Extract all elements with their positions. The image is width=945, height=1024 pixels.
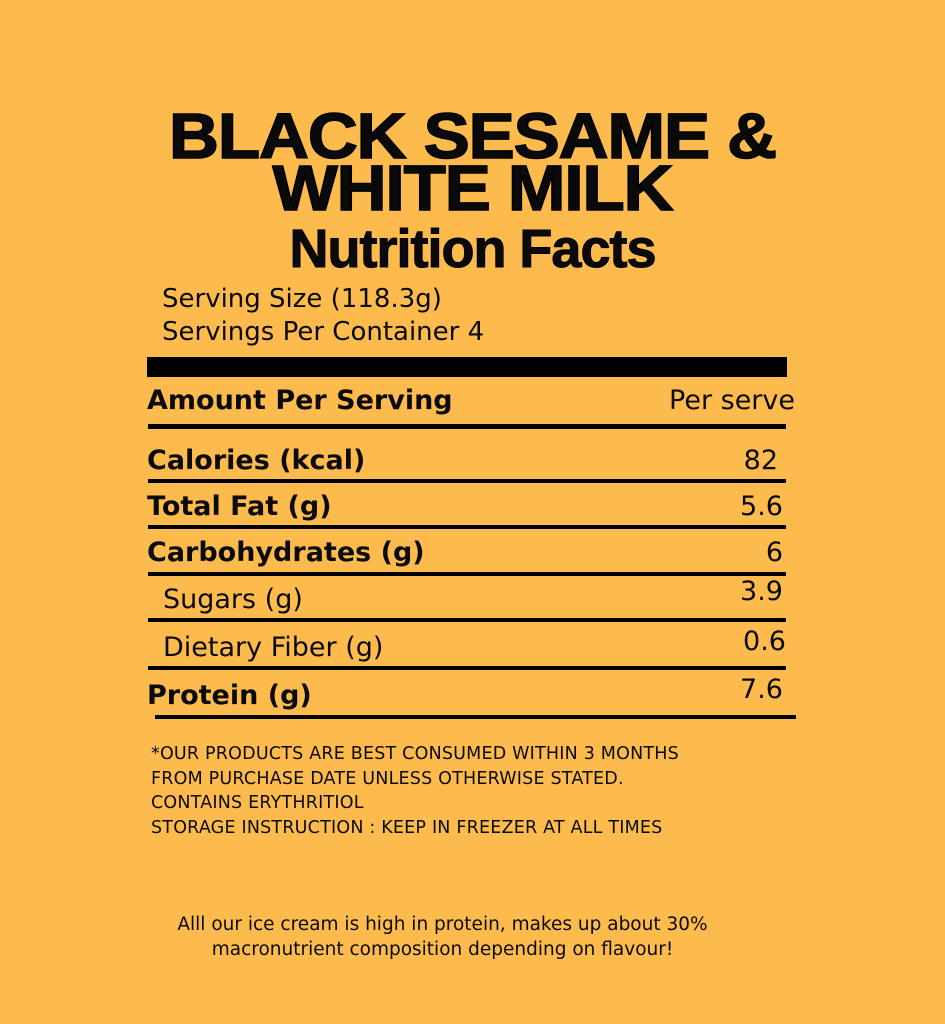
tagline: Alll our ice cream is high in protein, m… — [0, 912, 885, 962]
row-value: 6 — [765, 537, 783, 568]
row-value: 82 — [743, 445, 778, 476]
row-value: 0.6 — [743, 626, 786, 657]
table-row: Sugars (g) 3.9 — [147, 578, 783, 615]
row-label: Dietary Fiber (g) — [163, 632, 384, 663]
note-line: CONTAINS ERYTHRITIOL — [151, 793, 364, 814]
divider — [148, 479, 786, 483]
row-value: 5.6 — [740, 491, 783, 522]
product-name-line1: BLACK SESAME & — [168, 100, 778, 172]
serving-size: Serving Size (118.3g) — [162, 284, 442, 314]
row-label: Carbohydrates (g) — [147, 537, 425, 568]
divider — [148, 572, 786, 576]
note-line: *OUR PRODUCTS ARE BEST CONSUMED WITHIN 3… — [151, 744, 679, 764]
tagline-line: macronutrient composition depending on f… — [211, 939, 674, 960]
row-label: Calories (kcal) — [147, 445, 366, 476]
note-line: STORAGE INSTRUCTION : KEEP IN FREEZER AT… — [151, 818, 663, 839]
row-value: 7.6 — [740, 674, 783, 705]
divider — [148, 525, 786, 529]
table-header: Amount Per Serving Per serve — [147, 387, 795, 414]
servings-per-container: Servings Per Container 4 — [162, 317, 485, 347]
table-row: Dietary Fiber (g) 0.6 — [147, 628, 786, 663]
header-label: Amount Per Serving — [147, 385, 453, 416]
divider — [148, 618, 786, 622]
row-label: Sugars (g) — [163, 584, 303, 615]
divider — [148, 424, 786, 429]
divider — [148, 666, 786, 670]
divider — [155, 715, 796, 719]
table-row: Protein (g) 7.6 — [147, 676, 783, 711]
table-row: Total Fat (g) 5.6 — [147, 493, 783, 520]
product-name-line2: WHITE MILK — [272, 152, 675, 224]
nutrition-facts-heading: Nutrition Facts — [289, 219, 657, 279]
header-value: Per serve — [669, 385, 795, 416]
table-row: Calories (kcal) 82 — [147, 447, 780, 474]
row-value: 3.9 — [740, 576, 783, 607]
storage-notes: *OUR PRODUCTS ARE BEST CONSUMED WITHIN 3… — [151, 742, 679, 841]
table-row: Carbohydrates (g) 6 — [147, 539, 783, 566]
tagline-line: Alll our ice cream is high in protein, m… — [177, 914, 708, 935]
thick-divider — [147, 357, 787, 377]
row-label: Protein (g) — [147, 680, 312, 711]
row-label: Total Fat (g) — [147, 491, 332, 522]
note-line: FROM PURCHASE DATE UNLESS OTHERWISE STAT… — [151, 768, 624, 789]
